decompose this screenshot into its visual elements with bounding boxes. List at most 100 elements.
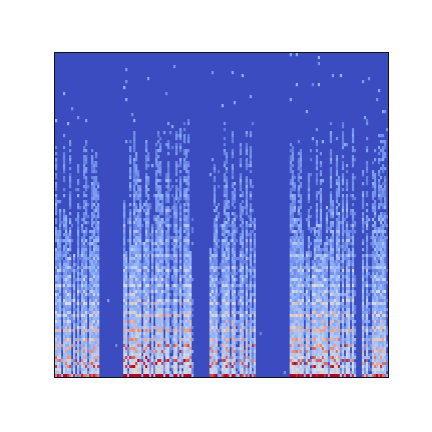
spectrogram-cell-2628 bbox=[177, 245, 180, 249]
spectrogram-cell-4464 bbox=[297, 362, 300, 366]
spectrogram-cell-459 bbox=[73, 287, 76, 291]
spectrogram-cell-4186 bbox=[289, 299, 292, 303]
spectrogram-cell-3422 bbox=[225, 200, 228, 204]
spectrogram-cell-827 bbox=[89, 293, 92, 297]
spectrogram-cell-3257 bbox=[217, 347, 220, 351]
spectrogram-cell-2690 bbox=[179, 266, 182, 270]
spectrogram-cell-4553 bbox=[301, 269, 304, 273]
spectrogram-cell-3715 bbox=[237, 269, 240, 273]
spectrogram-cell-2007 bbox=[155, 260, 158, 264]
spectrogram-cell-4758 bbox=[311, 275, 314, 279]
spectrogram-cell-2831 bbox=[185, 182, 188, 186]
spectrogram-cell-1652 bbox=[139, 374, 142, 377]
spectrogram-cell-1029 bbox=[95, 290, 98, 294]
spectrogram-cell-4806 bbox=[313, 272, 316, 276]
spectrogram-cell-947 bbox=[93, 248, 96, 252]
spectrogram-cell-384 bbox=[69, 230, 72, 234]
spectrogram-cell-1655 bbox=[141, 242, 144, 246]
spectrogram-cell-1303 bbox=[129, 305, 132, 309]
spectrogram-cell-4827 bbox=[313, 335, 316, 339]
spectrogram-cell-409 bbox=[69, 308, 72, 312]
spectrogram-cell-4960 bbox=[317, 353, 320, 357]
spectrogram-cell-135 bbox=[59, 254, 62, 258]
spectrogram-cell-4481 bbox=[299, 197, 302, 201]
spectrogram-cell-2311 bbox=[165, 275, 168, 279]
spectrogram-cell-2808 bbox=[183, 335, 186, 339]
spectrogram-cell-2581 bbox=[175, 260, 178, 264]
spectrogram-cell-4524 bbox=[299, 329, 302, 333]
spectrogram-cell-4897 bbox=[315, 329, 318, 333]
spectrogram-cell-777 bbox=[85, 356, 88, 360]
spectrogram-cell-3216 bbox=[215, 311, 218, 315]
spectrogram-cell-4994 bbox=[319, 248, 323, 252]
spectrogram-cell-86 bbox=[57, 278, 60, 282]
spectrogram-cell-3364 bbox=[223, 242, 226, 246]
spectrogram-cell-4306 bbox=[293, 254, 296, 258]
spectrogram-cell-87 bbox=[57, 281, 60, 285]
spectrogram-cell-4252 bbox=[291, 278, 294, 282]
spectrogram-cell-741 bbox=[85, 248, 88, 252]
spectrogram-cell-4576 bbox=[301, 338, 304, 342]
spectrogram-cell-548 bbox=[77, 311, 80, 315]
spectrogram-cell-2829 bbox=[185, 176, 188, 180]
spectrogram-cell-2568 bbox=[175, 221, 178, 225]
spectrogram-cell-2902 bbox=[187, 173, 190, 177]
spectrogram-cell-1471 bbox=[135, 221, 138, 225]
spectrogram-cell-2031 bbox=[155, 332, 158, 336]
spectrogram-cell-2067 bbox=[157, 221, 160, 225]
spectrogram-cell-1438 bbox=[133, 332, 136, 336]
spectrogram-cell-3792 bbox=[239, 338, 242, 342]
spectrogram-cell-1604 bbox=[139, 230, 142, 234]
spectrogram-cell-705 bbox=[83, 350, 86, 354]
spectrogram-cell-704 bbox=[83, 347, 86, 351]
spectrogram-cell-3109 bbox=[211, 356, 214, 360]
spectrogram-cell-920 bbox=[91, 368, 94, 372]
spectrogram-cell-4497 bbox=[299, 248, 302, 252]
spectrogram-cell-2963 bbox=[187, 359, 190, 363]
spectrogram-cell-1271 bbox=[129, 209, 132, 213]
spectrogram-cell-4844 bbox=[315, 149, 318, 153]
spectrogram-cell-4783 bbox=[311, 350, 314, 354]
spectrogram-cell-1970 bbox=[153, 371, 156, 375]
spectrogram-cell-1992 bbox=[155, 215, 158, 219]
spectrogram-cell-1470 bbox=[135, 218, 138, 222]
spectrogram-cell-4127 bbox=[253, 347, 256, 351]
spectrogram-cell-1717 bbox=[143, 356, 146, 360]
spectrogram-cell-42 bbox=[55, 296, 58, 300]
spectrogram-cell-1046 bbox=[95, 341, 98, 345]
spectrogram-cell-2215 bbox=[161, 269, 164, 273]
spectrogram-cell-3333 bbox=[221, 368, 224, 372]
spectrogram-cell-766 bbox=[85, 323, 88, 327]
spectrogram-cell-2242 bbox=[161, 350, 164, 354]
spectrogram-cell-3933 bbox=[245, 299, 248, 303]
spectrogram-cell-4201 bbox=[289, 344, 292, 348]
spectrogram-cell-1778 bbox=[145, 311, 148, 315]
spectrogram-cell-4166 bbox=[289, 239, 292, 243]
spectrogram-cell-3335 bbox=[221, 374, 224, 377]
spectrogram-cell-3906 bbox=[245, 212, 248, 216]
spectrogram-cell-2999 bbox=[189, 341, 192, 345]
spectrogram-cell-4674 bbox=[307, 239, 310, 243]
spectrogram-cell-212 bbox=[63, 218, 66, 222]
spectrogram-cell-1210 bbox=[125, 326, 128, 330]
spectrogram-cell-2796 bbox=[183, 299, 186, 303]
spectrogram-cell-3003 bbox=[189, 353, 192, 357]
spectrogram-cell-4275 bbox=[291, 347, 294, 351]
spectrogram-cell-765 bbox=[85, 320, 88, 324]
spectrogram-cell-3547 bbox=[229, 356, 232, 360]
spectrogram-cell-2982 bbox=[189, 290, 192, 294]
spectrogram-cell-4358 bbox=[295, 248, 298, 252]
spectrogram-cell-3550 bbox=[229, 368, 232, 372]
spectrogram-cell-662 bbox=[83, 215, 86, 219]
spectrogram-cell-4903 bbox=[315, 347, 318, 351]
spectrogram-cell-3023 bbox=[191, 350, 194, 354]
spectrogram-cell-240 bbox=[63, 314, 66, 318]
spectrogram-cell-3117 bbox=[213, 167, 216, 171]
spectrogram-cell-4498 bbox=[299, 251, 302, 255]
spectrogram-cell-3815 bbox=[241, 227, 244, 231]
spectrogram-cell-714 bbox=[85, 119, 88, 123]
spectrogram-cell-3055 bbox=[209, 323, 212, 327]
spectrogram-cell-1716 bbox=[143, 353, 146, 357]
spectrogram-cell-3315 bbox=[221, 314, 224, 318]
spectrogram-cell-4636 bbox=[305, 317, 308, 321]
